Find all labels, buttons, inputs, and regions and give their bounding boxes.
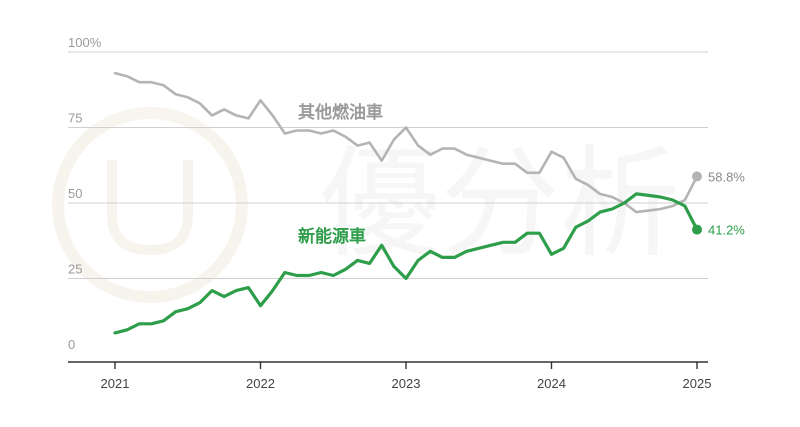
series-end-label: 58.8%: [708, 169, 745, 184]
series-label-nev: 新能源車: [298, 226, 366, 247]
series-end-marker: [692, 171, 702, 182]
y-axis-ticks: 100% 75 50 25 0: [68, 35, 102, 352]
grid: [68, 51, 708, 279]
y-tick-label: 75: [68, 111, 82, 126]
x-tick-label: 2025: [683, 376, 712, 391]
y-tick-label: 100%: [68, 35, 102, 50]
series-end-label: 41.2%: [708, 223, 745, 238]
y-tick-label: 50: [68, 186, 82, 201]
x-tick-label: 2022: [246, 376, 275, 391]
x-tick-label: 2024: [537, 376, 566, 391]
y-tick-label: 0: [68, 337, 75, 352]
series-label-ice: 其他燃油車: [298, 102, 383, 123]
watermark-logo-ring: [52, 107, 248, 303]
watermark-logo-u: [107, 160, 193, 256]
series-line-0: [113, 71, 699, 214]
series-end-marker: [692, 224, 702, 235]
x-tick-label: 2021: [101, 376, 130, 391]
x-tick-label: 2023: [392, 376, 421, 391]
series: 58.8% 41.2%: [113, 71, 745, 335]
watermark: 優分析: [52, 107, 680, 303]
series-line-1: [113, 192, 699, 335]
y-tick-label: 25: [68, 262, 82, 277]
x-axis-ticks: 2021 2022 2023 2024 2025: [101, 362, 712, 391]
